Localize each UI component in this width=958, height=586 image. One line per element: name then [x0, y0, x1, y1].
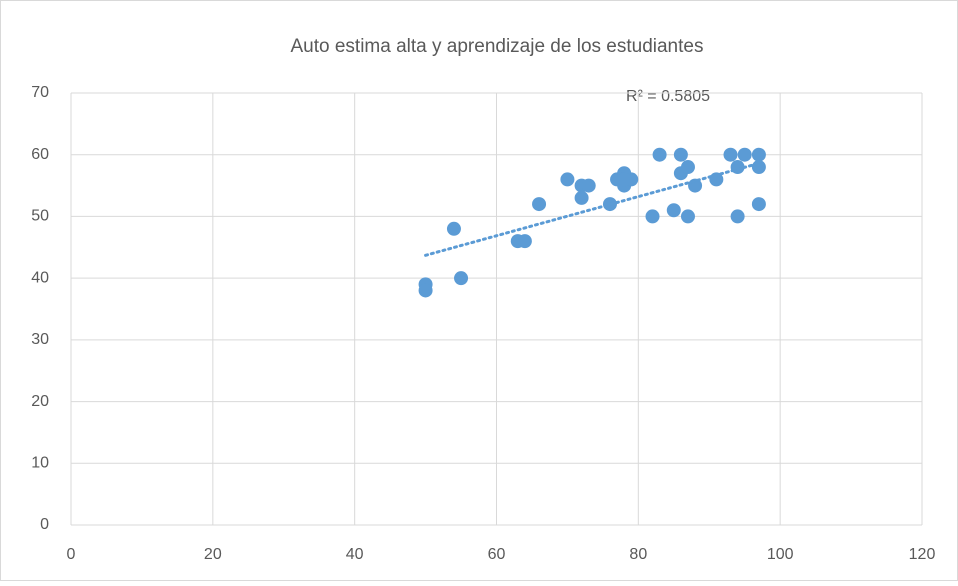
- r-squared: R² = 0.5805: [626, 88, 710, 105]
- x-tick-label: 120: [909, 546, 936, 563]
- y-tick-label: 40: [31, 269, 49, 286]
- point: [532, 197, 547, 212]
- point: [645, 209, 660, 224]
- chart-title: Auto estima alta y aprendizaje de los es…: [291, 36, 704, 57]
- x-tick-label: 0: [67, 546, 76, 563]
- point: [709, 172, 724, 187]
- point: [730, 209, 745, 224]
- point: [751, 147, 766, 162]
- y-tick-label: 10: [31, 455, 49, 472]
- y-tick-label: 30: [31, 331, 49, 348]
- point: [737, 147, 752, 162]
- point: [723, 147, 738, 162]
- point: [418, 283, 433, 298]
- point: [680, 209, 695, 224]
- x-tick-label: 100: [767, 546, 794, 563]
- point: [617, 172, 632, 187]
- point: [666, 203, 681, 218]
- point: [652, 147, 667, 162]
- point: [673, 147, 688, 162]
- y-tick-label: 70: [31, 84, 49, 101]
- x-tick-label: 40: [346, 546, 364, 563]
- point: [680, 160, 695, 175]
- y-tick-label: 20: [31, 393, 49, 410]
- trendline: [424, 161, 761, 257]
- x-tick-label: 80: [629, 546, 647, 563]
- x-tick-label: 60: [488, 546, 506, 563]
- point: [751, 197, 766, 212]
- y-tick-label: 50: [31, 208, 49, 225]
- point: [446, 221, 461, 236]
- point: [454, 271, 469, 286]
- x-tick-label: 20: [204, 546, 222, 563]
- point: [517, 234, 532, 249]
- point: [560, 172, 575, 187]
- point: [574, 190, 589, 205]
- y-tick-label: 0: [40, 516, 49, 533]
- y-tick-label: 60: [31, 146, 49, 163]
- point: [581, 178, 596, 193]
- point: [751, 160, 766, 175]
